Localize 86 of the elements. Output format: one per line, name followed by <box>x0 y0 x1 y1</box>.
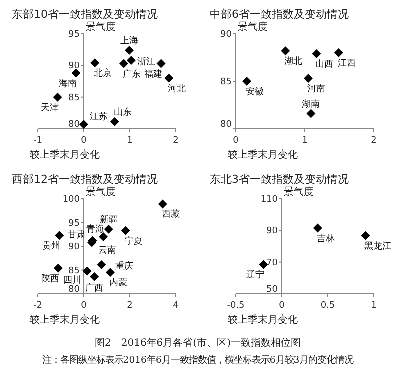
data-label: 甘肃 <box>68 230 86 241</box>
x-tick-label: 4 <box>173 301 180 311</box>
data-label: 陕西 <box>41 273 60 284</box>
y-tick-label: 90 <box>220 30 232 40</box>
data-label: 山西 <box>316 58 334 70</box>
point <box>104 224 114 234</box>
data-label: 四川 <box>63 275 82 286</box>
y-tick-label: 80 <box>68 120 80 130</box>
x-axis-title: 较上季末月变化 <box>30 149 100 161</box>
y-axis-title: 景气度 <box>86 186 116 198</box>
data-label: 北京 <box>94 68 112 80</box>
data-label: 江西 <box>338 58 356 69</box>
point <box>121 226 130 236</box>
y-tick-label: 80 <box>220 120 232 130</box>
data-label: 湖南 <box>302 98 320 110</box>
data-label: 湖北 <box>284 56 303 68</box>
data-label: 浙江 <box>137 56 156 68</box>
x-axis-title: 较上季末月变化 <box>30 314 100 326</box>
data-label: 青海 <box>86 224 105 235</box>
x-axis-title: 较上季末月变化 <box>228 314 298 326</box>
data-label: 广西 <box>86 282 104 294</box>
y-tick-label: 50 <box>266 285 278 295</box>
data-label: 新疆 <box>100 214 118 226</box>
y-axis-title: 景气度 <box>86 21 116 33</box>
x-tick-label: 2 <box>371 136 377 146</box>
y-tick-label: 85 <box>220 78 232 88</box>
x-tick-label: -2 <box>34 301 42 311</box>
point <box>55 231 64 240</box>
x-tick-label: 2 <box>127 301 133 311</box>
y-tick-label: 95 <box>68 30 80 40</box>
point <box>97 260 106 270</box>
data-label: 吉林 <box>316 233 335 244</box>
x-tick-label: 0 <box>81 136 88 146</box>
x-tick-label: 0.5 <box>320 301 336 311</box>
y-axis-title: 景气度 <box>238 21 268 33</box>
y-tick-label: 85 <box>68 266 80 276</box>
y-tick-label: 70 <box>266 258 278 268</box>
y-tick-label: 90 <box>68 62 80 72</box>
chart-title: 西部12省一致指数及变动情况 <box>12 173 158 186</box>
y-tick-label: 95 <box>68 218 80 229</box>
data-label: 广东 <box>123 68 142 80</box>
point <box>106 268 115 278</box>
data-label: 江苏 <box>90 112 108 123</box>
data-label: 辽宁 <box>246 270 265 281</box>
x-tick-label: 0 <box>279 301 286 311</box>
point <box>158 200 168 209</box>
point <box>90 272 100 282</box>
data-label: 海南 <box>59 78 78 90</box>
y-tick-label: 80 <box>68 285 80 295</box>
data-label: 安徽 <box>246 86 264 98</box>
data-label: 河北 <box>168 83 186 94</box>
x-axis-title: 较上季末月变化 <box>228 149 298 161</box>
caption: 图2 2016年6月各省(市、区)一致指数相位图 <box>95 337 301 349</box>
data-label: 天津 <box>40 102 59 114</box>
x-tick-label: -0.5 <box>227 301 245 311</box>
x-tick-label: -1 <box>34 136 42 146</box>
y-tick-label: 100 <box>62 195 80 205</box>
y-tick-label: 85 <box>68 93 80 104</box>
chart-title: 东部10省一致指数及变动情况 <box>12 8 158 21</box>
data-label: 重庆 <box>116 261 134 272</box>
data-label: 云南 <box>98 244 117 256</box>
y-tick-label: 110 <box>260 195 278 205</box>
data-label: 西藏 <box>162 209 180 220</box>
point <box>54 264 63 273</box>
x-tick-label: 0 <box>233 136 240 146</box>
x-tick-label: 1 <box>302 136 308 146</box>
data-label: 宁夏 <box>124 236 143 247</box>
data-label: 河南 <box>307 84 326 95</box>
x-tick-label: 1 <box>127 136 133 146</box>
data-label: 内蒙 <box>109 278 128 289</box>
y-tick-label: 90 <box>266 226 278 237</box>
x-tick-label: 2 <box>173 136 179 146</box>
y-tick-label: 90 <box>68 242 80 252</box>
data-label: 贵州 <box>42 240 61 252</box>
data-label: 福建 <box>144 68 162 80</box>
data-label: 上海 <box>120 35 139 46</box>
y-axis-title: 景气度 <box>284 186 314 198</box>
data-label: 山东 <box>114 107 132 118</box>
data-label: 黑龙江 <box>364 240 392 252</box>
point <box>82 266 92 276</box>
x-tick-label: 1 <box>371 301 377 311</box>
text: 注：各图纵坐标表示2016年6月一致指数值，横坐标表示6月较3月的变化情况 <box>42 355 354 366</box>
chart-title: 中部6省一致指数及变动情况 <box>210 8 349 21</box>
chart-title: 东北3省一致指数及变动情况 <box>210 173 349 186</box>
point <box>99 232 108 242</box>
x-tick-label: 0 <box>81 301 88 311</box>
